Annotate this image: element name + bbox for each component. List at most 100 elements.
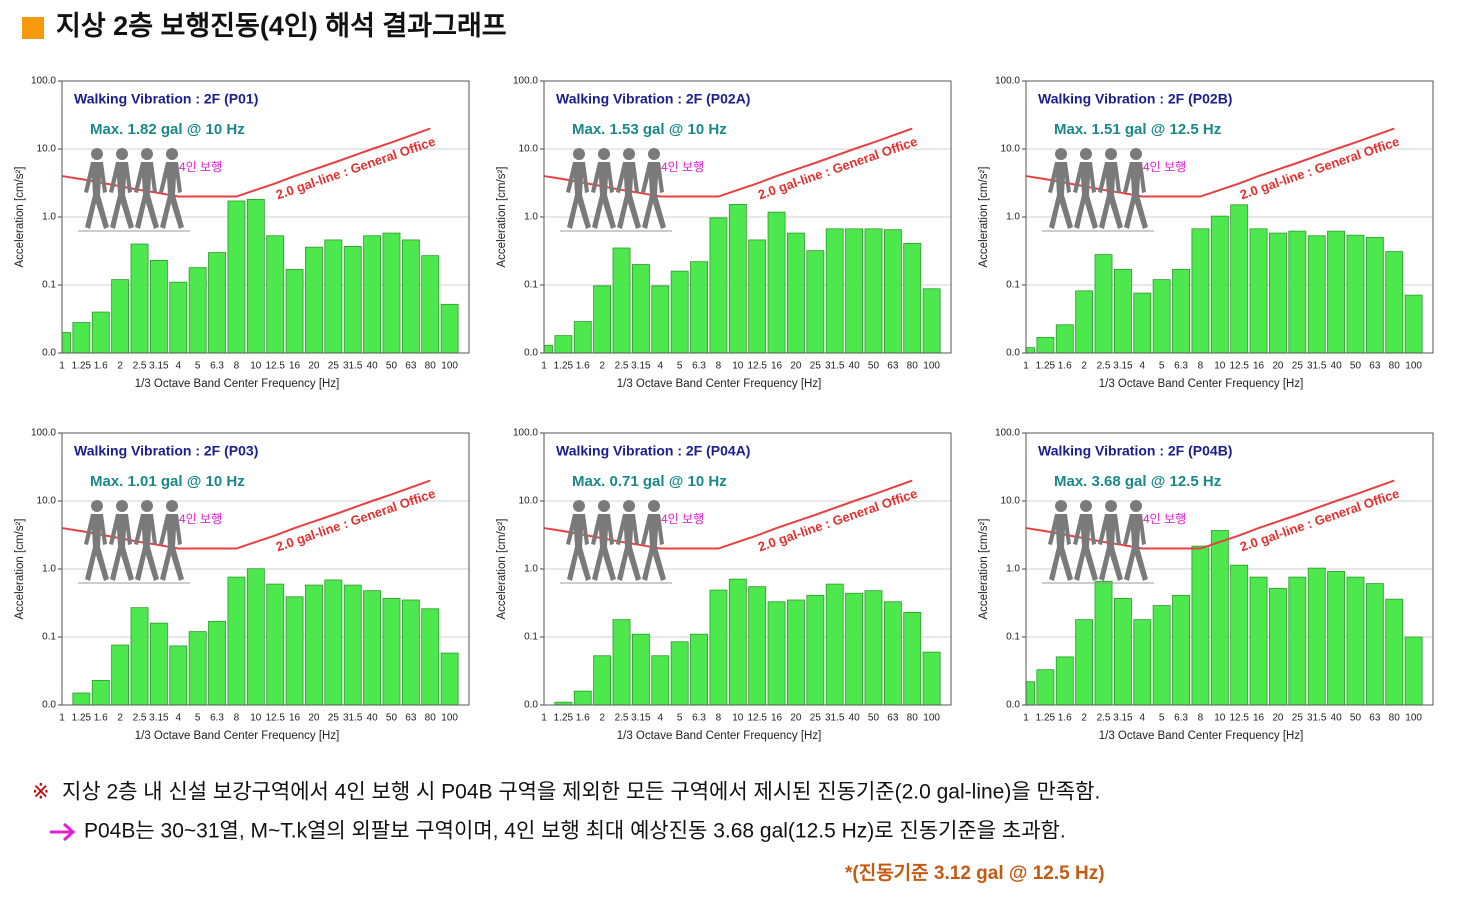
x-tick-label: 40 [367, 361, 379, 372]
x-tick-label: 3.15 [631, 713, 651, 724]
note-marker: ※ [32, 781, 50, 804]
x-tick-label: 16 [771, 713, 783, 724]
bar [1094, 254, 1113, 354]
x-tick-label: 31.5 [825, 713, 845, 724]
y-tick-label: 100.0 [513, 428, 538, 439]
x-tick-label: 2 [117, 361, 123, 372]
y-tick-label: 10.0 [519, 496, 539, 507]
x-axis-label: 1/3 Octave Band Center Frequency [Hz] [617, 378, 822, 390]
x-axis-label: 1/3 Octave Band Center Frequency [Hz] [135, 730, 340, 742]
bar [883, 229, 902, 354]
x-tick-label: 10 [1214, 713, 1226, 724]
y-tick-label: 10.0 [37, 496, 57, 507]
y-axis-label: Acceleration [cm/s²] [14, 167, 26, 268]
bar [554, 335, 573, 354]
y-tick-label: 1.0 [42, 212, 56, 223]
max-label: Max. 1.53 gal @ 10 Hz [572, 121, 727, 138]
x-tick-label: 20 [308, 361, 320, 372]
chart: 0.0 0.1 1.0 10.0 100.0 1 1.25 1.6 2 2.5 3.15 4 5 6.3 8… [496, 428, 952, 742]
bar [670, 270, 689, 354]
bar [1307, 235, 1326, 354]
x-tick-label: 20 [308, 713, 320, 724]
bar [612, 619, 631, 706]
bar [1036, 669, 1055, 706]
bar [787, 599, 805, 706]
note: P04B는 30~31열, M~T.k열의 외팔보 구역이며, 4인 보행 최대… [84, 820, 1066, 843]
bar [111, 279, 130, 354]
bar [1210, 530, 1229, 706]
x-tick-label: 100 [441, 361, 458, 372]
y-axis-label: Acceleration [cm/s²] [14, 519, 26, 620]
x-tick-label: 20 [1272, 713, 1284, 724]
bar [670, 641, 689, 706]
x-tick-label: 8 [234, 361, 240, 372]
x-tick-label: 6.3 [210, 361, 224, 372]
x-tick-label: 1.25 [554, 713, 574, 724]
bar [845, 592, 864, 706]
x-tick-label: 4 [176, 361, 182, 372]
y-tick-label: 0.1 [524, 280, 538, 291]
x-tick-label: 40 [367, 713, 379, 724]
y-tick-label: 10.0 [1001, 144, 1021, 155]
x-tick-label: 25 [328, 361, 340, 372]
x-tick-label: 20 [790, 713, 802, 724]
bar [806, 250, 825, 354]
walkers-icon [560, 148, 672, 232]
y-tick-label: 0.1 [524, 632, 538, 643]
bar [1055, 324, 1074, 354]
x-tick-label: 2 [1081, 361, 1087, 372]
bar [1113, 268, 1132, 354]
bar [1230, 204, 1249, 354]
x-tick-label: 80 [1389, 361, 1401, 372]
bar [883, 601, 902, 706]
bar [1191, 545, 1210, 706]
walkers-icon [1042, 148, 1154, 232]
bar [227, 576, 246, 706]
x-tick-label: 6.3 [1174, 713, 1188, 724]
bar [1404, 636, 1423, 706]
x-tick-label: 2 [599, 713, 605, 724]
x-tick-label: 1.6 [94, 713, 108, 724]
bar [1269, 232, 1287, 354]
x-tick-label: 1 [1023, 713, 1029, 724]
x-tick-label: 5 [1159, 361, 1165, 372]
bar [421, 255, 440, 354]
x-tick-label: 25 [810, 361, 822, 372]
y-axis-label: Acceleration [cm/s²] [496, 167, 508, 268]
bar [631, 633, 650, 706]
y-tick-label: 0.0 [42, 348, 56, 359]
y-axis-label: Acceleration [cm/s²] [978, 519, 990, 620]
bar [1075, 290, 1094, 354]
x-tick-label: 8 [1198, 713, 1204, 724]
bar [72, 322, 91, 354]
walkers-label: 4인 보행 [661, 511, 704, 526]
bar [1230, 564, 1249, 706]
chart-title: Walking Vibration : 2F (P04B) [1038, 443, 1232, 459]
bar [363, 590, 382, 706]
bar [651, 285, 670, 354]
bar [922, 288, 941, 354]
bar [343, 245, 362, 354]
x-tick-label: 25 [328, 713, 340, 724]
bar [1025, 681, 1035, 706]
y-tick-label: 0.0 [1006, 700, 1020, 711]
bar [825, 583, 844, 706]
x-tick-label: 2.5 [1097, 361, 1111, 372]
bar [1288, 230, 1307, 354]
x-tick-label: 12.5 [265, 361, 285, 372]
bar [91, 680, 110, 706]
x-tick-label: 1 [541, 361, 547, 372]
x-axis-label: 1/3 Octave Band Center Frequency [Hz] [1099, 730, 1304, 742]
bar [324, 579, 343, 706]
bar [573, 321, 592, 354]
chart: 0.0 0.1 1.0 10.0 100.0 1 1.25 1.6 2 2.5 3.15 4 5 6.3 8… [14, 76, 470, 390]
x-tick-label: 10 [250, 361, 262, 372]
x-tick-label: 80 [907, 713, 919, 724]
bar [169, 645, 188, 706]
x-tick-label: 50 [386, 361, 398, 372]
bar [130, 243, 149, 354]
bar [401, 239, 420, 354]
x-tick-label: 5 [677, 361, 683, 372]
chart-title: Walking Vibration : 2F (P03) [74, 443, 258, 459]
y-axis-label: Acceleration [cm/s²] [496, 519, 508, 620]
